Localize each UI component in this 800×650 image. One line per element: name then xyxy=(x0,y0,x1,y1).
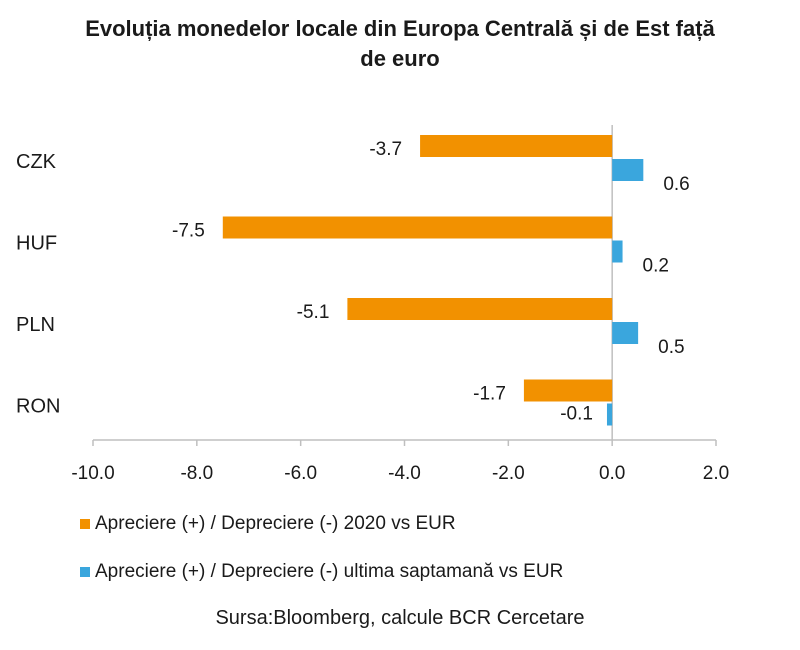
category-label-czk: CZK xyxy=(16,151,57,173)
bar-pln-series-0 xyxy=(347,298,613,320)
legend-item-last-week: Apreciere (+) / Depreciere (-) ultima sa… xyxy=(80,561,563,583)
x-tick-label: -6.0 xyxy=(284,463,317,484)
data-label: -3.7 xyxy=(369,139,402,160)
category-label-huf: HUF xyxy=(16,233,57,255)
category-label-ron: RON xyxy=(16,396,60,418)
x-tick-label: 2.0 xyxy=(703,463,729,484)
legend-label-last-week: Apreciere (+) / Depreciere (-) ultima sa… xyxy=(95,561,564,582)
chart-title-line-1: Evoluția monedelor locale din Europa Cen… xyxy=(85,16,715,41)
bar-czk-series-0 xyxy=(420,135,613,157)
data-label: 0.6 xyxy=(663,174,689,195)
bar-huf-series-0 xyxy=(222,216,613,239)
data-label: 0.2 xyxy=(643,256,669,277)
bar-ron-series-0 xyxy=(523,379,613,402)
bar-ron-series-1 xyxy=(606,403,613,426)
bar-czk-series-1 xyxy=(612,159,644,181)
bar-huf-series-1 xyxy=(612,240,623,263)
legend-swatch-blue xyxy=(80,567,90,577)
source-note: Sursa:Bloomberg, calcule BCR Cercetare xyxy=(215,607,585,629)
legend-label-2020: Apreciere (+) / Depreciere (-) 2020 vs E… xyxy=(95,513,456,534)
data-label: 0.5 xyxy=(658,337,684,358)
data-label: -5.1 xyxy=(297,302,330,323)
legend-item-2020: Apreciere (+) / Depreciere (-) 2020 vs E… xyxy=(80,513,456,535)
x-tick-label: -10.0 xyxy=(71,463,114,484)
x-tick-label: -2.0 xyxy=(492,463,525,484)
chart-title-line-2: de euro xyxy=(360,46,440,71)
category-label-pln: PLN xyxy=(16,314,55,336)
x-tick-label: -8.0 xyxy=(180,463,213,484)
bar-pln-series-1 xyxy=(612,322,639,344)
legend-swatch-orange xyxy=(80,519,90,529)
x-tick-label: 0.0 xyxy=(599,463,625,484)
chart-title: Evoluția monedelor locale din Europa Cen… xyxy=(0,14,800,74)
data-label: -0.1 xyxy=(560,404,593,425)
data-label: -7.5 xyxy=(172,221,205,242)
x-tick-label: -4.0 xyxy=(388,463,421,484)
data-label: -1.7 xyxy=(473,384,506,405)
